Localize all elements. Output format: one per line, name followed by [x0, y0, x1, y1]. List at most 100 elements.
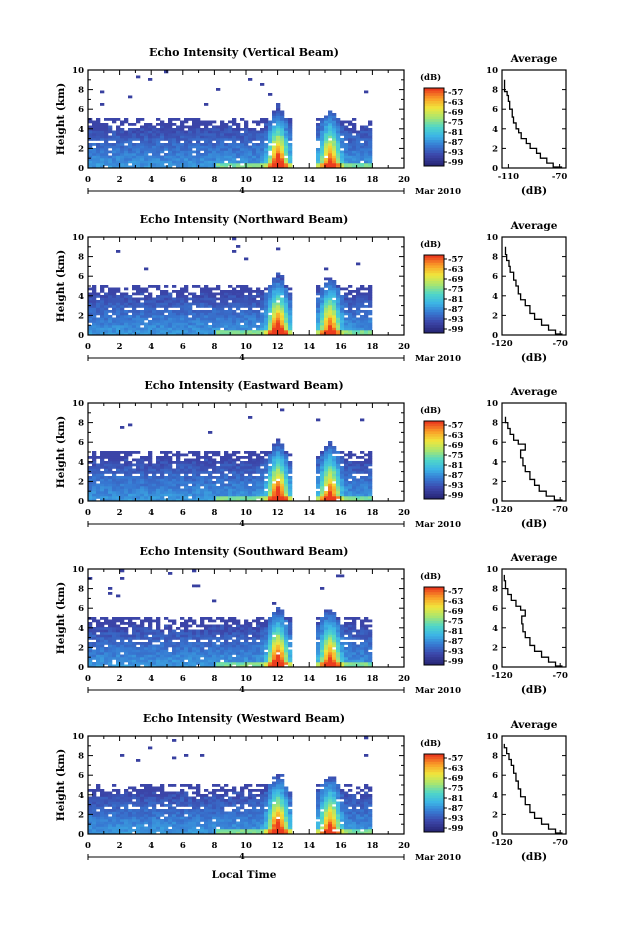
heatmap-cell	[100, 617, 105, 620]
heatmap-cell	[248, 165, 253, 169]
heatmap-cell	[132, 165, 137, 169]
heatmap-cell	[200, 642, 205, 645]
average-y-tick-label: 4	[492, 292, 498, 302]
heatmap-cell	[268, 120, 273, 124]
heatmap-cell	[236, 493, 241, 497]
heatmap-cell	[92, 135, 97, 139]
heatmap-cell	[208, 310, 213, 313]
heatmap-cell	[176, 498, 181, 502]
heatmap-cell	[320, 481, 325, 484]
heatmap-cell	[148, 466, 153, 469]
heatmap-cell	[272, 486, 277, 489]
heatmap-cell	[204, 285, 209, 288]
heatmap-cell	[344, 471, 349, 474]
heatmap-cell	[180, 654, 185, 658]
heatmap-cell	[180, 659, 185, 663]
heatmap-cell	[272, 639, 277, 643]
heatmap-cell	[268, 315, 273, 318]
heatmap-cell	[280, 624, 285, 628]
heatmap-cell	[132, 312, 137, 316]
heatmap-cell	[92, 330, 97, 333]
heatmap-cell	[324, 125, 329, 129]
heatmap-cell	[364, 330, 369, 333]
heatmap-cell	[208, 659, 213, 663]
heatmap-cell	[216, 468, 221, 472]
heatmap-cell	[92, 160, 97, 164]
heatmap-cell	[124, 315, 129, 318]
heatmap-cell	[132, 496, 137, 499]
heatmap-cell	[316, 155, 321, 159]
heatmap-cell	[160, 496, 165, 499]
heatmap-cell	[88, 312, 93, 316]
heatmap-cell	[332, 493, 337, 497]
heatmap-cell	[280, 130, 285, 134]
colorbar-swatch	[424, 322, 444, 326]
heatmap-cell	[264, 312, 269, 316]
heatmap-cell	[220, 317, 225, 321]
heatmap-cell	[104, 317, 109, 321]
heatmap-cell	[144, 332, 149, 336]
heatmap-cell	[240, 138, 245, 141]
heatmap-cell	[196, 327, 201, 331]
y-axis-label: Height (km)	[55, 250, 67, 322]
heatmap-cell	[348, 285, 353, 288]
heatmap-cell	[96, 496, 101, 499]
heatmap-cell	[244, 310, 249, 313]
x-tick-label: 14	[303, 342, 315, 352]
heatmap-cell	[140, 627, 145, 630]
heatmap-cell	[352, 143, 357, 146]
heatmap-cell	[128, 652, 133, 655]
heatmap-cell	[288, 627, 293, 630]
heatmap-cell	[164, 659, 169, 663]
heatmap-cell	[328, 143, 333, 146]
heatmap-cell	[364, 312, 369, 316]
heatmap-cell	[252, 160, 257, 164]
heatmap-cell	[268, 498, 273, 502]
heatmap-cell	[156, 130, 161, 134]
heatmap-cell	[264, 654, 269, 658]
colorbar-swatch	[424, 129, 444, 133]
heatmap-cell	[324, 493, 329, 497]
heatmap-cell	[172, 138, 177, 141]
heatmap-cell	[192, 569, 197, 573]
heatmap-cell	[356, 496, 361, 499]
heatmap-cell	[144, 145, 149, 149]
heatmap-cell	[260, 140, 265, 144]
heatmap-cell	[336, 491, 341, 494]
heatmap-cell	[92, 120, 97, 124]
heatmap-cell	[276, 143, 281, 146]
heatmap-cell	[124, 325, 129, 328]
heatmap-cell	[200, 130, 205, 134]
heatmap-cell	[136, 617, 141, 620]
heatmap-cell	[276, 664, 281, 668]
heatmap-cell	[316, 491, 321, 494]
heatmap-cell	[128, 297, 133, 301]
heatmap-cell	[204, 128, 209, 131]
heatmap-cell	[284, 133, 289, 136]
heatmap-cell	[96, 305, 101, 308]
heatmap-cell	[252, 133, 257, 136]
heatmap-cell	[176, 128, 181, 131]
heatmap-cell	[144, 267, 149, 271]
heatmap-cell	[336, 330, 341, 333]
heatmap-cell	[348, 317, 353, 321]
heatmap-cell	[276, 315, 281, 318]
heatmap-cell	[268, 649, 273, 653]
heatmap-cell	[120, 426, 125, 429]
heatmap-cell	[128, 619, 133, 623]
heatmap-cell	[128, 330, 133, 333]
heatmap-cell	[220, 128, 225, 131]
heatmap-cell	[252, 165, 257, 169]
heatmap-cell	[200, 463, 205, 467]
heatmap-cell	[316, 148, 321, 151]
heatmap-cell	[180, 461, 185, 464]
heatmap-cell	[368, 295, 373, 298]
heatmap-cell	[360, 332, 365, 336]
heatmap-cell	[164, 135, 169, 139]
heatmap-cell	[280, 285, 285, 288]
heatmap-cell	[264, 662, 269, 665]
heatmap-cell	[316, 634, 321, 638]
heatmap-cell	[256, 632, 261, 635]
heatmap-cell	[244, 143, 249, 146]
heatmap-cell	[224, 325, 229, 328]
